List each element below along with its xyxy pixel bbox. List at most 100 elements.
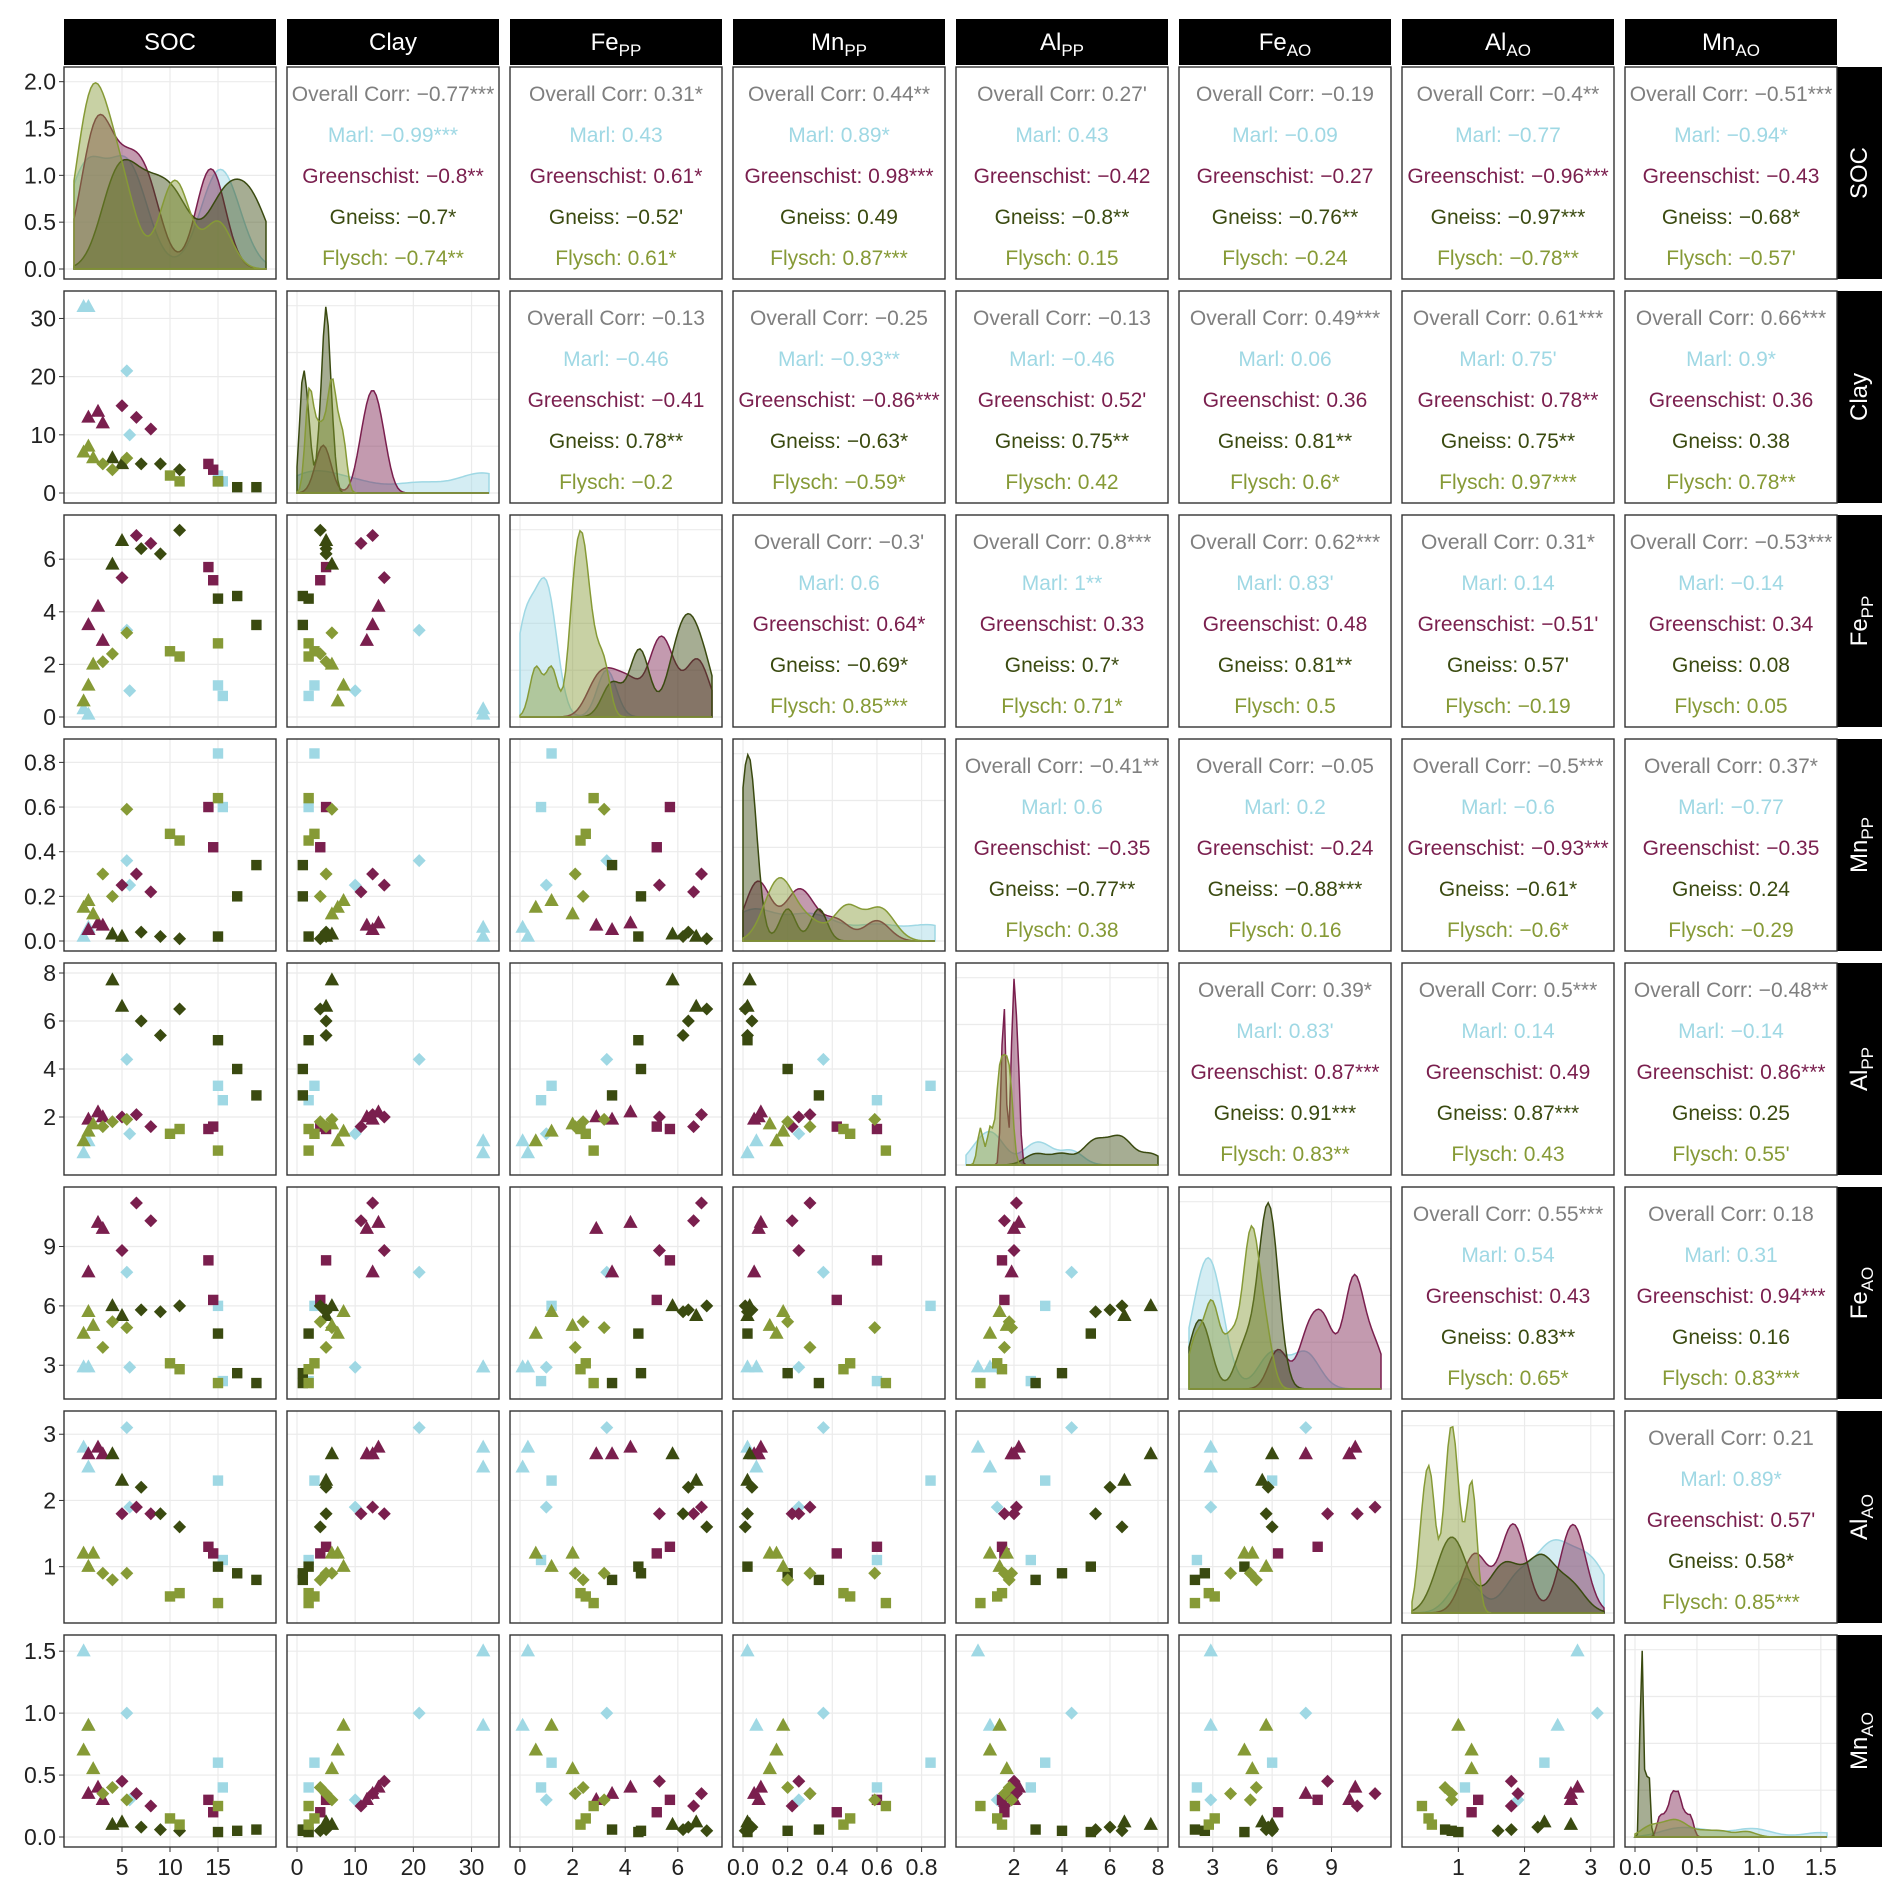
data-point-diamond — [694, 1196, 708, 1210]
overall-correlation: Overall Corr: 0.62*** — [1190, 531, 1380, 554]
group-correlation-greenschist: Greenschist: 0.86*** — [1636, 1061, 1825, 1084]
data-point-square — [580, 1358, 591, 1369]
panel-border — [732, 962, 946, 1176]
overall-correlation: Overall Corr: 0.44** — [748, 83, 930, 106]
data-point-square — [303, 1782, 314, 1793]
panel-border — [286, 66, 500, 280]
data-point-diamond — [153, 1823, 167, 1837]
column-strip-FeAO: FeAO — [1179, 19, 1391, 65]
group-correlation-marl: Marl: 0.89* — [1680, 1468, 1782, 1491]
panel-background — [733, 1187, 945, 1399]
group-correlation-marl: Marl: 0.83' — [1236, 1020, 1333, 1043]
data-point-square — [303, 1145, 314, 1156]
data-point-triangle — [1348, 1779, 1363, 1793]
data-point-square — [1446, 1825, 1457, 1837]
data-point-square — [871, 1541, 883, 1552]
data-point-square — [975, 1377, 986, 1389]
data-point-triangle — [689, 928, 704, 942]
data-point-diamond — [412, 623, 426, 637]
data-point-triangle — [476, 706, 491, 720]
data-point-triangle — [544, 1123, 559, 1137]
data-point-square — [208, 1807, 219, 1818]
data-point-triangle — [1298, 1785, 1313, 1799]
data-point-square — [251, 859, 262, 871]
data-point-square — [320, 801, 332, 813]
panel-FePP-Clay — [286, 514, 500, 728]
data-point-diamond — [1504, 1823, 1518, 1837]
data-point-diamond — [313, 1299, 327, 1313]
data-point-diamond — [123, 684, 137, 698]
panel-MnAO-Clay: 0 10 20 30 — [286, 1634, 500, 1880]
data-point-square — [297, 590, 309, 602]
panel-background — [956, 67, 1168, 279]
data-point-diamond — [740, 1507, 754, 1521]
data-point-triangle — [565, 906, 580, 920]
data-point-square — [251, 1090, 262, 1101]
y-tick-label: 6 — [43, 1008, 56, 1034]
overall-correlation: Overall Corr: 0.18 — [1648, 1203, 1814, 1226]
data-point-triangle — [1259, 1558, 1274, 1572]
data-point-triangle — [105, 926, 120, 940]
data-point-triangle — [1143, 1816, 1158, 1830]
data-point-diamond — [687, 1507, 701, 1521]
strip-background — [956, 19, 1168, 65]
panel-border — [955, 66, 1169, 280]
x-tick-label: 0.2 — [772, 1854, 804, 1880]
panel-border — [286, 962, 500, 1176]
data-point-square — [309, 680, 320, 691]
data-point-triangle — [515, 1459, 530, 1473]
x-tick-label: 0.8 — [906, 1854, 938, 1880]
data-point-triangle — [665, 1446, 680, 1460]
data-point-square — [164, 1358, 176, 1369]
data-point-square — [309, 1080, 320, 1091]
data-point-square — [303, 1587, 314, 1599]
data-point-diamond — [785, 1214, 799, 1228]
data-point-diamond — [115, 1243, 129, 1257]
data-point-diamond — [313, 932, 327, 946]
data-point-square — [925, 1080, 936, 1091]
data-point-triangle — [520, 1643, 536, 1657]
data-point-square — [232, 891, 243, 902]
x-tick-label: 0 — [291, 1854, 304, 1880]
data-point-diamond — [377, 1243, 391, 1257]
data-point-diamond — [134, 542, 148, 556]
data-point-triangle — [1004, 1264, 1019, 1278]
data-point-square — [297, 859, 309, 871]
data-point-square — [303, 690, 314, 702]
density-curve-marl — [1411, 1539, 1605, 1614]
group-correlation-gneiss: Gneiss: −0.69* — [770, 654, 908, 677]
data-point-triangle — [1464, 1761, 1479, 1775]
data-point-square — [546, 748, 557, 759]
data-point-triangle — [318, 532, 334, 546]
data-point-square — [309, 1475, 320, 1486]
data-point-diamond — [600, 1421, 614, 1435]
data-point-diamond — [313, 1780, 327, 1794]
group-correlation-flysch: Flysch: −0.19 — [1445, 695, 1570, 718]
panel-border — [955, 514, 1169, 728]
row-strip-label: Clay — [1846, 373, 1873, 421]
row-strip-label: FeAO — [1846, 1267, 1877, 1320]
data-point-triangle — [330, 693, 345, 707]
data-point-triangle — [623, 1104, 638, 1118]
y-tick-label: 9 — [43, 1233, 56, 1259]
group-correlation-gneiss: Gneiss: −0.76** — [1212, 206, 1359, 229]
data-point-triangle — [762, 1545, 777, 1559]
data-point-square — [831, 1807, 842, 1818]
group-correlation-flysch: Flysch: −0.29 — [1668, 919, 1793, 942]
data-point-diamond — [173, 1520, 187, 1534]
data-point-square — [546, 1475, 557, 1486]
data-point-square — [1199, 1825, 1211, 1837]
panel-FeAO-MnPP — [732, 1186, 946, 1400]
data-point-diamond — [868, 1793, 882, 1807]
data-point-diamond — [694, 867, 708, 881]
data-point-square — [174, 651, 185, 662]
data-point-diamond — [377, 1110, 391, 1124]
data-point-triangle — [76, 1133, 91, 1147]
panel-AlAO-MnPP — [732, 1410, 946, 1624]
data-point-diamond — [1009, 1196, 1023, 1210]
data-point-square — [212, 1300, 224, 1312]
data-point-diamond — [997, 1507, 1011, 1521]
data-point-triangle — [359, 1446, 374, 1460]
data-point-square — [303, 1800, 314, 1812]
data-point-triangle — [476, 919, 491, 933]
